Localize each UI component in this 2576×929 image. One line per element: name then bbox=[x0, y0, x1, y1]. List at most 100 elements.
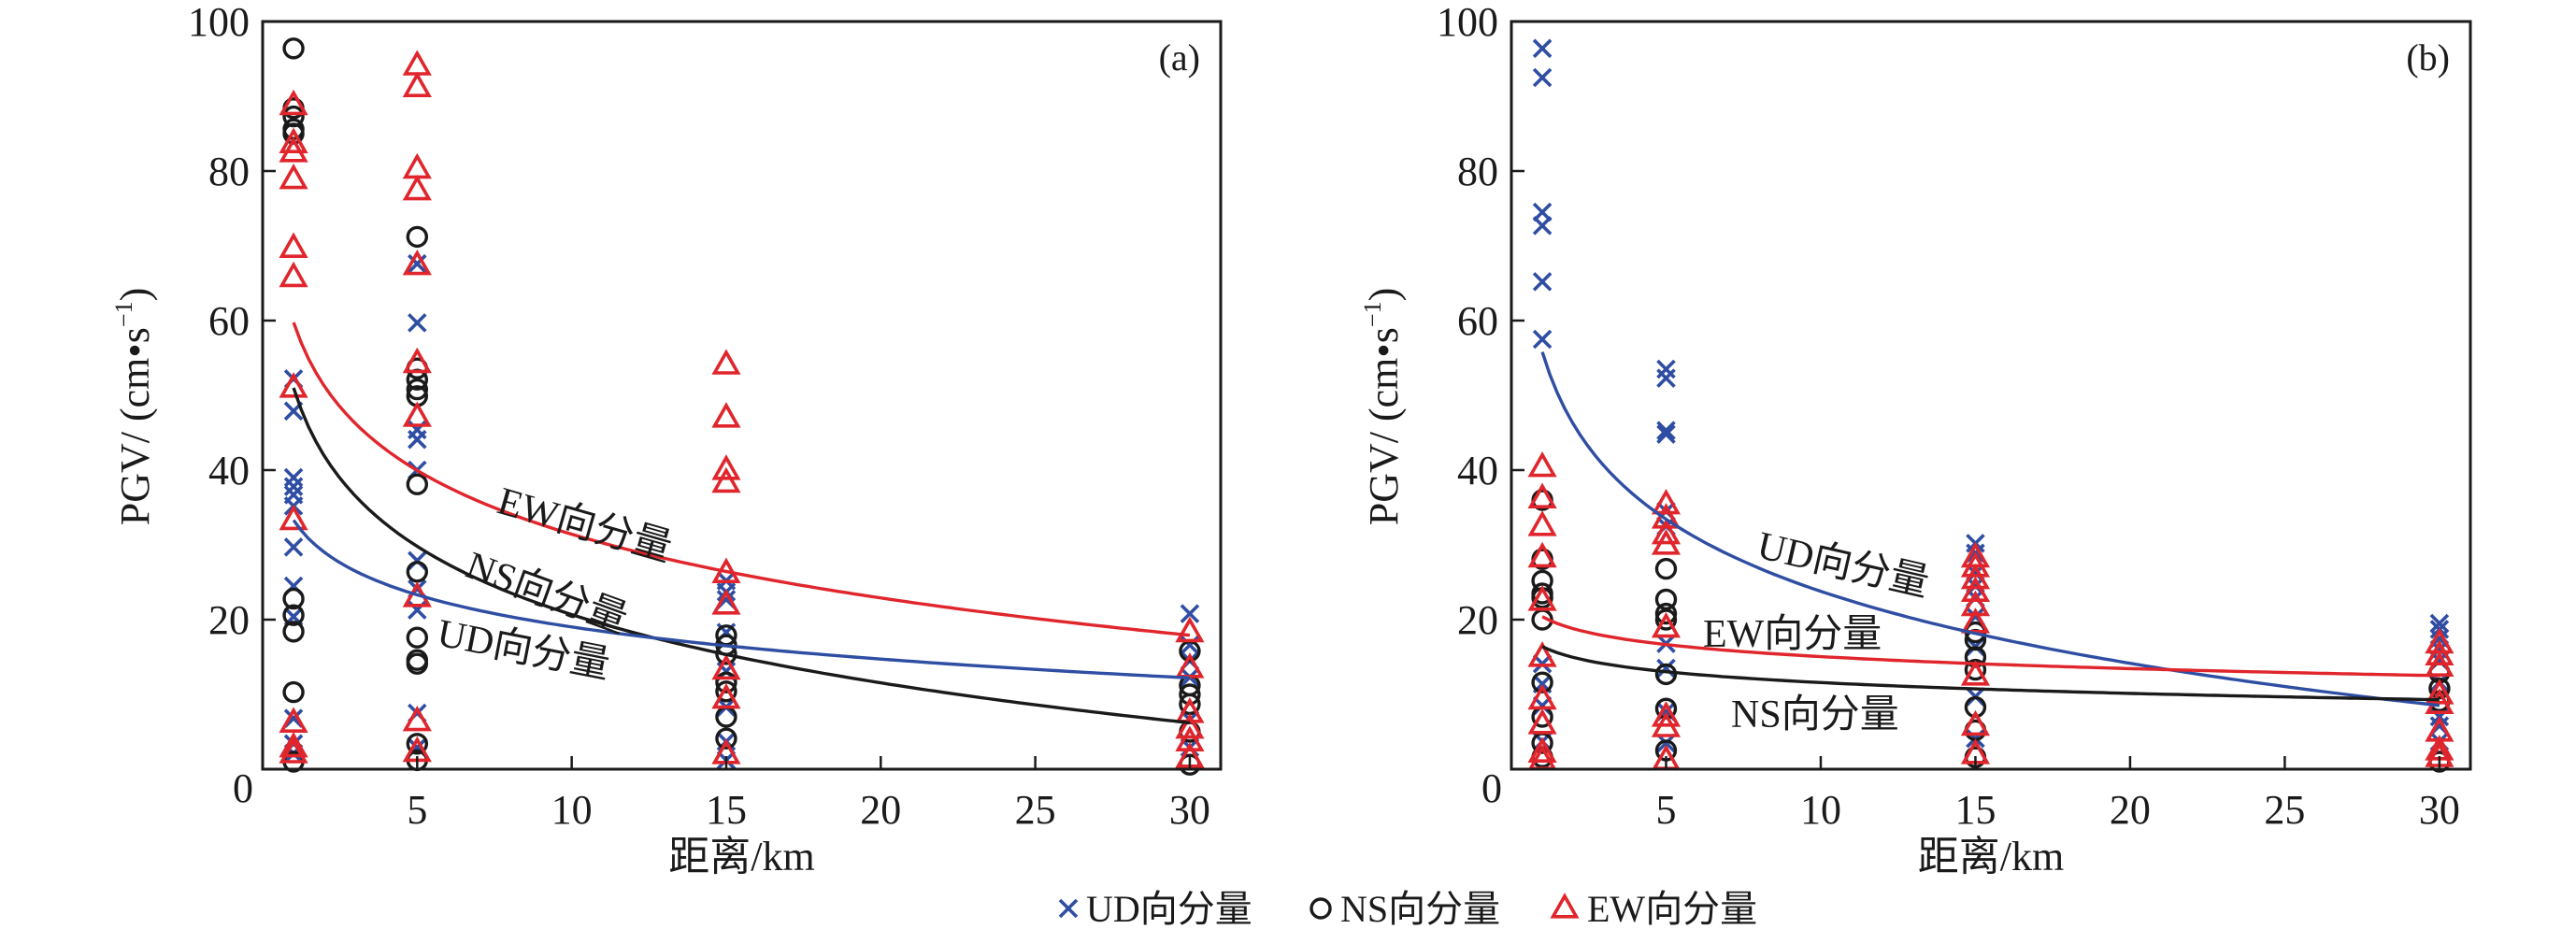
point-ew bbox=[1527, 736, 1557, 763]
point-ns bbox=[1531, 671, 1553, 693]
panel-b-y-axis-title: PGV/ (cm•s−1) bbox=[1359, 288, 1407, 526]
point-ns bbox=[282, 604, 305, 626]
panel-b-origin-label: 0 bbox=[1481, 765, 1502, 811]
point-ew bbox=[279, 731, 308, 758]
point-ew bbox=[1651, 701, 1682, 727]
point-ud bbox=[408, 253, 427, 274]
panel-a-origin-label: 0 bbox=[233, 765, 253, 811]
point-ew bbox=[1960, 607, 1991, 634]
point-ud bbox=[408, 313, 427, 333]
point-ew bbox=[1960, 660, 1991, 686]
panel-b-curve-labels: UD向分量 EW向分量 NS向分量 bbox=[1703, 524, 1933, 736]
point-ns bbox=[406, 378, 429, 401]
y-tick-label: 20 bbox=[1457, 597, 1498, 643]
legend-label-ew: EW向分量 bbox=[1587, 888, 1757, 929]
point-ns bbox=[282, 587, 305, 610]
panel-a-y-axis-title: PGV/ (cm•s−1) bbox=[110, 288, 158, 526]
triangle-icon bbox=[1550, 893, 1580, 919]
point-ud bbox=[283, 537, 304, 557]
triangle-icon bbox=[1550, 893, 1580, 919]
circle-icon bbox=[1309, 897, 1332, 920]
point-ns bbox=[282, 621, 305, 643]
x-tick-label: 5 bbox=[407, 787, 427, 833]
point-ew bbox=[279, 89, 308, 116]
point-ns bbox=[282, 37, 305, 60]
panel-b-ticks: 5 10 15 20 25 30 20 40 60 80 bbox=[1457, 149, 2460, 833]
point-ud bbox=[1656, 359, 1676, 379]
panel-a-ticks: 5 10 15 20 25 30 20 40 60 80 bbox=[208, 149, 1210, 833]
point-ew bbox=[402, 401, 432, 427]
point-ns bbox=[406, 733, 429, 755]
panel-a: 5 10 15 20 25 30 20 40 60 80 (a) 0 100 距离/km PGV/… bbox=[110, 0, 1223, 879]
point-ew bbox=[1527, 541, 1557, 568]
y-tick-label: 60 bbox=[208, 298, 250, 344]
point-ew bbox=[1175, 616, 1205, 643]
x-tick-label: 30 bbox=[1169, 787, 1210, 833]
point-ew bbox=[1651, 488, 1682, 515]
y-title-dot: • bbox=[1361, 343, 1407, 357]
x-tick-label: 25 bbox=[1015, 787, 1056, 833]
x-tick-label: 15 bbox=[706, 787, 747, 833]
point-ud bbox=[408, 429, 427, 450]
point-ew bbox=[1527, 450, 1557, 478]
point-ud bbox=[1532, 329, 1553, 350]
fit-curve-ns bbox=[292, 387, 1191, 725]
point-ew bbox=[711, 454, 741, 480]
legend-item-ns: NS向分量 bbox=[1309, 888, 1500, 929]
point-ns bbox=[1654, 557, 1678, 580]
point-ew bbox=[711, 653, 741, 680]
y-tick-label: 40 bbox=[208, 448, 250, 493]
y-title-unit: s bbox=[1361, 327, 1407, 343]
point-ew bbox=[711, 402, 741, 428]
fit-label-ud: UD向分量 bbox=[1753, 524, 1933, 606]
y-title-close: ) bbox=[112, 288, 158, 302]
point-ud bbox=[1656, 733, 1676, 753]
point-ew bbox=[1651, 529, 1682, 555]
y-tick-label: 80 bbox=[1457, 149, 1498, 194]
x-tick-label: 25 bbox=[2264, 787, 2305, 833]
y-tick-label: 60 bbox=[1457, 298, 1498, 344]
point-ew bbox=[1175, 652, 1205, 679]
point-ud bbox=[283, 477, 304, 496]
point-ud bbox=[1532, 67, 1553, 88]
series-ns bbox=[282, 37, 1201, 776]
point-ud bbox=[283, 467, 304, 488]
panel-a-marks bbox=[279, 37, 1205, 776]
point-ew bbox=[711, 349, 741, 375]
y-title-exponent: −1 bbox=[110, 301, 137, 327]
point-ew bbox=[279, 127, 308, 153]
point-ew bbox=[279, 232, 308, 258]
fit-curve-ud bbox=[1540, 351, 2440, 707]
point-ew bbox=[279, 136, 308, 163]
point-ew bbox=[402, 174, 432, 201]
point-ud bbox=[1656, 421, 1676, 440]
point-ew bbox=[279, 163, 308, 190]
point-ud bbox=[1656, 424, 1676, 444]
point-ns bbox=[1654, 663, 1678, 686]
point-ew bbox=[1527, 641, 1557, 667]
point-ns bbox=[406, 561, 429, 583]
legend-item-ud: UD向分量 bbox=[1058, 888, 1252, 929]
x-tick-label: 15 bbox=[1954, 787, 1996, 833]
point-ew bbox=[402, 249, 432, 276]
point-ns bbox=[282, 680, 305, 704]
point-ns bbox=[406, 473, 429, 495]
panel-b-label: (b) bbox=[2406, 36, 2450, 79]
point-ns bbox=[715, 671, 737, 693]
y-tick-label: 40 bbox=[1457, 448, 1498, 493]
point-ns bbox=[1654, 602, 1678, 625]
legend-label-ud: UD向分量 bbox=[1086, 888, 1252, 929]
point-ew bbox=[1960, 709, 1991, 736]
point-ew bbox=[711, 682, 741, 709]
point-ew bbox=[279, 707, 308, 733]
point-ns bbox=[406, 225, 429, 249]
point-ud bbox=[283, 708, 304, 728]
point-ew bbox=[1527, 510, 1557, 536]
point-ew bbox=[402, 152, 432, 179]
point-ns bbox=[406, 652, 429, 675]
point-ew bbox=[1527, 708, 1557, 735]
y-tick-label: 20 bbox=[208, 597, 250, 643]
panel-b: 5 10 15 20 25 30 20 40 60 80 (b) 0 100 距离/km PGV/… bbox=[1359, 0, 2472, 879]
x-tick-label: 20 bbox=[2110, 787, 2151, 833]
circle-icon bbox=[1309, 897, 1332, 920]
